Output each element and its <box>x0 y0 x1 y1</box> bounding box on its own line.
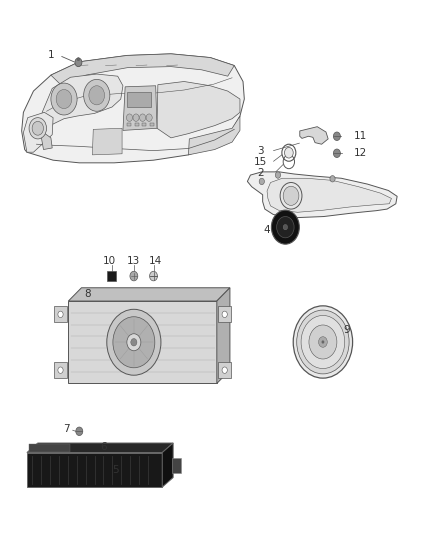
Circle shape <box>127 114 133 122</box>
Circle shape <box>272 210 299 244</box>
Text: 10: 10 <box>102 256 116 266</box>
Circle shape <box>76 427 83 435</box>
Circle shape <box>51 83 77 115</box>
Text: 13: 13 <box>127 256 141 266</box>
Polygon shape <box>92 128 122 155</box>
Circle shape <box>133 114 139 122</box>
Circle shape <box>330 175 335 182</box>
Circle shape <box>318 337 327 348</box>
Circle shape <box>131 338 137 346</box>
Circle shape <box>301 316 345 368</box>
Polygon shape <box>218 362 231 378</box>
Circle shape <box>297 310 349 374</box>
FancyBboxPatch shape <box>135 123 139 126</box>
Circle shape <box>285 148 293 158</box>
Text: 5: 5 <box>112 465 118 474</box>
Polygon shape <box>23 112 53 152</box>
Circle shape <box>127 334 141 351</box>
Polygon shape <box>300 127 328 144</box>
Polygon shape <box>123 86 157 131</box>
Text: 9: 9 <box>344 325 350 335</box>
Circle shape <box>89 86 105 105</box>
Circle shape <box>276 172 281 178</box>
Polygon shape <box>27 443 173 453</box>
FancyBboxPatch shape <box>107 271 117 281</box>
Polygon shape <box>27 453 162 487</box>
Circle shape <box>309 325 337 359</box>
Polygon shape <box>267 178 392 212</box>
Polygon shape <box>68 301 217 383</box>
Polygon shape <box>42 74 123 136</box>
Circle shape <box>140 114 146 122</box>
Circle shape <box>58 311 63 318</box>
Circle shape <box>293 306 353 378</box>
Circle shape <box>146 114 152 122</box>
Circle shape <box>56 90 72 109</box>
Circle shape <box>283 186 299 205</box>
Circle shape <box>29 118 46 139</box>
Text: 15: 15 <box>254 157 267 167</box>
FancyBboxPatch shape <box>172 458 181 473</box>
Circle shape <box>32 122 43 135</box>
Polygon shape <box>218 306 231 322</box>
FancyBboxPatch shape <box>142 123 146 126</box>
Polygon shape <box>54 306 67 322</box>
FancyBboxPatch shape <box>127 123 131 126</box>
Polygon shape <box>157 82 240 138</box>
Circle shape <box>222 311 227 318</box>
Circle shape <box>77 58 80 61</box>
Text: 3: 3 <box>257 146 264 156</box>
Circle shape <box>113 317 155 368</box>
Text: 4: 4 <box>264 225 270 236</box>
Text: 12: 12 <box>354 148 367 158</box>
Circle shape <box>321 341 324 344</box>
Circle shape <box>333 149 340 158</box>
Polygon shape <box>162 443 173 487</box>
Polygon shape <box>51 54 234 86</box>
Text: 11: 11 <box>354 131 367 141</box>
Polygon shape <box>41 133 52 150</box>
FancyBboxPatch shape <box>29 444 70 451</box>
Polygon shape <box>68 288 230 301</box>
Polygon shape <box>54 362 67 378</box>
Circle shape <box>277 216 294 238</box>
Circle shape <box>75 58 82 67</box>
Circle shape <box>150 271 157 281</box>
Circle shape <box>259 178 265 184</box>
Circle shape <box>107 309 161 375</box>
Text: 8: 8 <box>85 289 92 299</box>
Polygon shape <box>21 54 244 163</box>
FancyBboxPatch shape <box>150 123 153 126</box>
Text: 1: 1 <box>48 50 54 60</box>
Circle shape <box>130 271 138 281</box>
Polygon shape <box>217 288 230 383</box>
Text: 6: 6 <box>100 442 106 452</box>
Text: 14: 14 <box>149 256 162 266</box>
Polygon shape <box>247 172 397 217</box>
Circle shape <box>283 224 288 230</box>
Polygon shape <box>188 116 240 155</box>
Text: 7: 7 <box>63 424 70 434</box>
Circle shape <box>58 367 63 373</box>
Circle shape <box>222 367 227 373</box>
FancyBboxPatch shape <box>127 92 151 107</box>
Text: 2: 2 <box>257 168 264 178</box>
Circle shape <box>84 79 110 111</box>
Circle shape <box>333 132 340 141</box>
